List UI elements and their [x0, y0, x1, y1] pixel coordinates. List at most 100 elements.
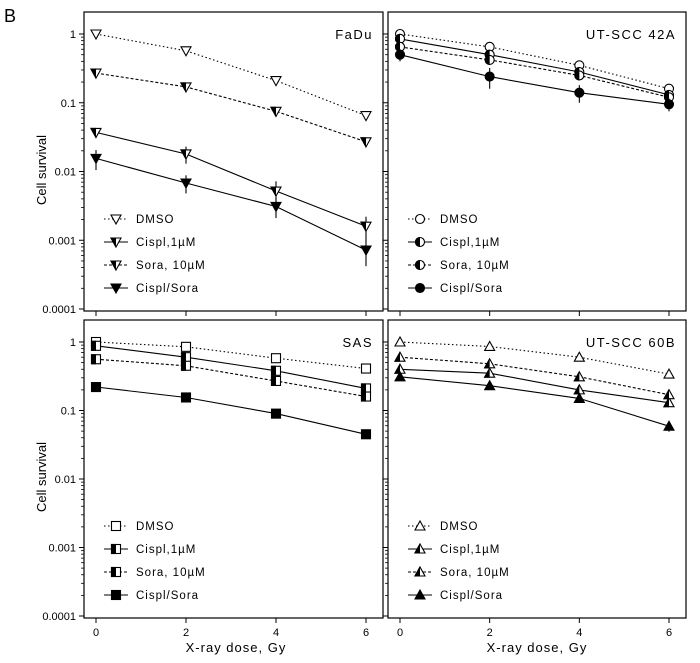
panel-1-legend-label-3: Cispl/Sora	[440, 283, 503, 295]
panel-3-series-2-line	[399, 356, 670, 396]
panel-3-series-0-point-1-shape	[483, 340, 496, 352]
panel-0: FaDu 0.0001 0.001 0.01 0.1 1 DMSO Cispl,1µM Sora…	[42, 11, 384, 316]
panel-1-legend-marker-2	[414, 259, 426, 271]
panel-3-series-1-point-1-half	[483, 367, 490, 378]
panel-0-series-0-line	[95, 33, 367, 117]
panel-3-series-0-point-0	[394, 335, 406, 347]
panel-2-series-1-line	[95, 345, 367, 389]
panel-2-series-0	[90, 336, 372, 374]
panel-1-legend-marker-3-shape	[414, 282, 426, 294]
panel-3-series-3	[394, 370, 675, 432]
panel-2-legend-label-0: DMSO	[136, 521, 175, 533]
panel-1-series-3-point-2-shape	[574, 87, 585, 98]
panel-3-series-3-point-3-shape	[663, 420, 675, 431]
panel-2-series-0-point-1	[180, 341, 192, 352]
panel-3-legend-marker-1-half	[414, 542, 420, 554]
panel-2-legend-marker-2	[110, 566, 122, 578]
panel-2-xtick-label: 2	[183, 627, 189, 639]
panel-2-series-3-point-3	[360, 429, 372, 440]
panel-3-series-1-point-2-half	[573, 383, 580, 395]
panel-2-series-2	[90, 354, 372, 402]
panel-2-legend-marker-2-half	[110, 566, 116, 578]
panel-3-series-1-point-3	[663, 396, 675, 408]
panel-2-series-1-point-0-half	[90, 340, 96, 351]
panel-3-series-0-line	[399, 341, 670, 375]
panel-1-series-3-line	[399, 54, 670, 105]
panel-1-legend-marker-2-half	[414, 259, 420, 271]
panel-2-frame	[83, 319, 384, 619]
panel-0-title: FaDu	[335, 27, 373, 42]
panel-1-series-1-point-0-half	[394, 33, 400, 44]
panel-2-series-2-point-3-half	[360, 391, 366, 402]
panel-0-series-2-point-0-half	[90, 68, 96, 80]
panel-2-series-2-point-0-half	[90, 354, 96, 365]
panel-0-series-0-point-0-shape	[90, 29, 102, 41]
panel-0-series-0-point-1-shape	[180, 46, 192, 57]
panel-3-legend-marker-1	[414, 542, 426, 554]
panel-1-legend: DMSO Cispl,1µM Sora, 10µM Cispl/Sora	[408, 213, 509, 295]
panel-1-series-2-line	[399, 46, 670, 98]
panel-3-series-1	[394, 363, 675, 408]
panel-0-legend-marker-1	[110, 237, 122, 249]
panel-2-series-3	[90, 381, 372, 440]
panel-1-legend-label-1: Cispl,1µM	[440, 237, 500, 249]
panel-2-series-1-point-1-half	[180, 352, 186, 363]
x-axis-label-left: X-ray dose, Gy	[186, 640, 287, 655]
panel-3-series-2	[394, 351, 675, 400]
panel-1-legend-marker-0-shape	[414, 213, 426, 225]
panel-2-ytick-label: 0.0001	[42, 611, 76, 623]
panel-2-series-0-point-3-shape	[360, 363, 372, 374]
panel-0-ytick-label: 0.0001	[42, 304, 76, 316]
panel-0-series-1-point-0	[90, 127, 102, 139]
panel-0-series-0-point-2-shape	[270, 76, 282, 87]
panel-0-series-1-line	[95, 131, 367, 227]
panel-3-legend-marker-0-shape	[414, 519, 426, 531]
panel-0-legend-label-1: Cispl,1µM	[136, 237, 196, 249]
panel-2-series-1	[90, 340, 372, 394]
panel-3-series-3-point-0-shape	[394, 370, 406, 382]
panel-0-series-0-point-0	[90, 29, 102, 41]
panel-0-ytick-label: 0.001	[48, 235, 76, 247]
panel-3-legend-label-1: Cispl,1µM	[440, 544, 500, 556]
x-axis-label-right: X-ray dose, Gy	[487, 640, 588, 655]
panel-1-legend-marker-0	[414, 213, 426, 225]
panel-0-series-0-point-3	[360, 111, 372, 122]
panel-3-series-3-point-1-shape	[483, 379, 496, 391]
panel-2-series-2-point-0	[90, 354, 102, 365]
panel-0-series-2	[90, 68, 372, 148]
y-axis-label-top: Cell survival	[34, 135, 49, 205]
panel-0-series-0-point-3-shape	[360, 111, 372, 122]
panel-0-legend-label-0: DMSO	[136, 214, 175, 226]
panel-0-legend: DMSO Cispl,1µM Sora, 10µM Cispl/Sora	[104, 214, 205, 295]
panel-1-series-3-point-0	[394, 49, 406, 60]
panel-3-legend-marker-2-half	[414, 565, 420, 577]
panel-2: SAS 0.0001 0.001 0.01 0.1 1 0 2 4 6 DMSO Cispl,1µM S…	[42, 319, 384, 639]
panel-2-legend-marker-1	[110, 543, 122, 555]
panel-2-series-1-point-0	[90, 340, 102, 351]
panel-3-legend: DMSO Cispl,1µM Sora, 10µM Cispl/Sora	[408, 519, 509, 602]
panel-3-legend-marker-2	[414, 565, 426, 577]
panel-1-legend-marker-1-half	[414, 236, 420, 248]
panel-0-series-3-point-0	[90, 153, 102, 165]
panel-2-legend: DMSO Cispl,1µM Sora, 10µM Cispl/Sora	[104, 520, 205, 602]
panel-0-series-2-line	[95, 72, 367, 143]
panel-3-series-1-line	[399, 368, 670, 404]
panel-2-legend-marker-3-shape	[110, 589, 122, 601]
panel-3-frame	[387, 319, 687, 619]
panel-3-xtick-label: 0	[397, 627, 403, 639]
panel-3-series-1-point-3-half	[663, 396, 669, 408]
panel-1-series-3	[394, 49, 675, 112]
panel-2-series-1-point-2	[270, 365, 282, 376]
panel-3-series-0-point-2-shape	[573, 351, 586, 362]
panel-3-series-2-point-1-half	[483, 357, 490, 369]
panel-1-series-2-point-1-half	[484, 54, 490, 65]
panel-0-legend-marker-0	[110, 214, 122, 226]
panel-2-series-2-point-3	[360, 391, 372, 402]
panel-1-series-0-line	[399, 33, 670, 90]
panel-0-series-0-point-1	[180, 46, 192, 57]
panel-3-title: UT-SCC 60B	[586, 335, 676, 350]
panel-1-series-3-point-3	[663, 99, 675, 110]
panel-0-series-2-point-1	[180, 82, 192, 94]
panel-0-ytick-label: 1	[70, 29, 76, 41]
